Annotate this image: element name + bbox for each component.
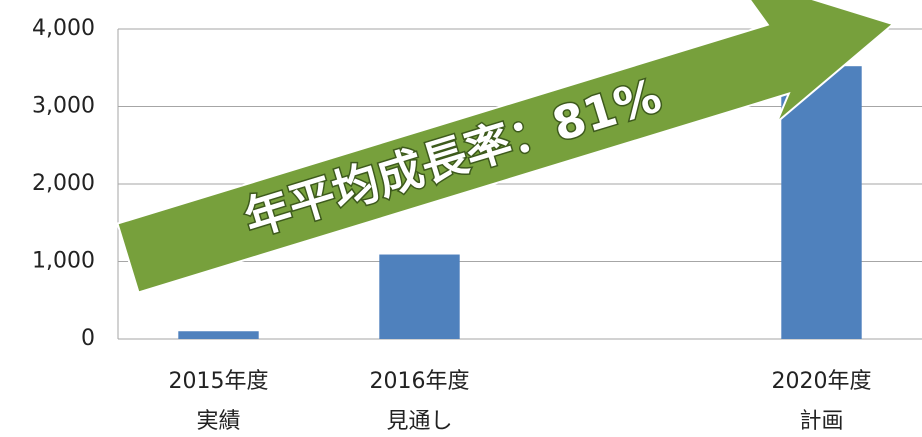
x-tick-label: 2016年度 見通し (369, 369, 470, 434)
y-tick-label: 0 (81, 326, 95, 351)
arrow-shape (116, 0, 896, 294)
bar (781, 66, 862, 339)
x-tick-label: 2020年度 計画 (771, 369, 872, 434)
y-tick-label: 2,000 (32, 171, 95, 196)
y-tick-label: 1,000 (32, 249, 95, 274)
annotation: 年平均成長率：81% (238, 68, 667, 246)
bar (178, 331, 259, 339)
y-tick-label: 4,000 (32, 16, 95, 41)
x-tick-label: 2015年度 実績 (168, 369, 269, 434)
y-tick-label: 3,000 (32, 94, 95, 119)
bar (379, 254, 460, 339)
